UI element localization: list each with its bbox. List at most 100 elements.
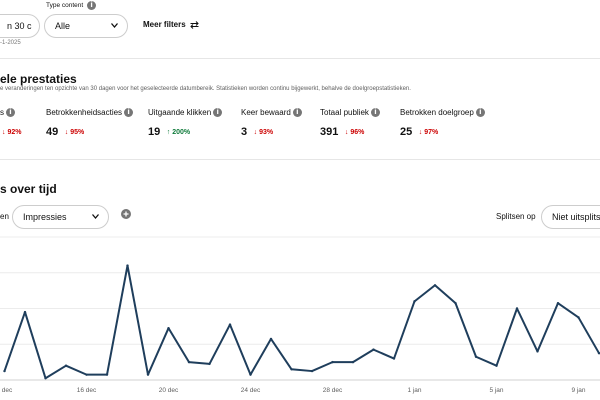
info-icon[interactable]: i xyxy=(124,108,134,118)
data-point[interactable] xyxy=(269,337,273,341)
x-tick-label: dec xyxy=(1,387,13,394)
split-select[interactable]: Niet uitsplitse xyxy=(541,205,600,229)
data-point[interactable] xyxy=(597,351,600,355)
info-icon[interactable]: i xyxy=(6,108,15,118)
plus-icon xyxy=(123,211,129,217)
data-point[interactable] xyxy=(351,360,355,364)
filter-sliders-icon xyxy=(190,21,199,29)
metric-change: 95% xyxy=(70,128,85,136)
data-point[interactable] xyxy=(85,373,88,376)
over-time-title: s over tijd xyxy=(0,182,57,196)
metric-total-audience: Totaal publiek i 391 ↓ 96% xyxy=(320,108,380,141)
metric-value: 49 xyxy=(46,126,59,139)
metric-label: Totaal publiek xyxy=(320,108,369,117)
data-point[interactable] xyxy=(536,350,539,353)
info-icon[interactable]: i xyxy=(370,108,380,118)
date-range-select[interactable]: n 30 c xyxy=(0,14,40,38)
data-point[interactable] xyxy=(228,323,232,326)
metric-value: 3 xyxy=(241,126,248,139)
chevron-down-icon xyxy=(92,214,99,219)
data-point[interactable] xyxy=(392,357,396,360)
data-point[interactable] xyxy=(577,316,580,319)
x-tick-label: 16 dec xyxy=(76,387,97,394)
type-content-label: Type content xyxy=(46,2,84,10)
metric-label: Uitgaande klikken xyxy=(148,108,212,117)
down-arrow-icon: ↓ xyxy=(2,128,6,136)
metric-label: Betrokken doelgroep xyxy=(400,108,474,117)
data-point[interactable] xyxy=(146,373,150,376)
data-point[interactable] xyxy=(413,300,416,303)
data-point[interactable] xyxy=(290,368,293,371)
down-arrow-icon: ↓ xyxy=(344,128,349,136)
data-point[interactable] xyxy=(3,369,6,373)
down-arrow-icon: ↓ xyxy=(64,128,69,136)
metric-label: Keer bewaard xyxy=(241,108,291,117)
more-filters-button[interactable]: Meer filters xyxy=(143,20,199,29)
type-content-select-value: Alle xyxy=(55,21,71,31)
metric-select-value: Impressies xyxy=(23,212,67,222)
metric-change: 200% xyxy=(172,128,191,136)
x-tick-label: 20 dec xyxy=(158,387,179,394)
metric-value: 25 xyxy=(400,126,413,139)
data-point[interactable] xyxy=(495,364,498,367)
x-tick-label: 1 jan xyxy=(407,387,422,394)
data-point[interactable] xyxy=(23,310,27,314)
data-point[interactable] xyxy=(372,348,375,351)
metric-engagement: Betrokkenheidsacties i 49 ↓ 95% xyxy=(46,108,134,141)
type-content-select[interactable]: Alle xyxy=(44,14,128,38)
data-point[interactable] xyxy=(44,377,47,380)
metric-change: 96% xyxy=(350,128,365,136)
down-arrow-icon: ↓ xyxy=(253,128,258,136)
data-point[interactable] xyxy=(249,373,252,376)
info-icon[interactable]: i xyxy=(213,108,223,118)
metric-value: 391 xyxy=(320,126,339,139)
date-range-select-value: n 30 c xyxy=(7,21,32,31)
data-point[interactable] xyxy=(105,373,109,376)
metric-saves: Keer bewaard i 3 ↓ 93% xyxy=(241,108,302,141)
data-point[interactable] xyxy=(515,307,519,310)
divider xyxy=(0,159,600,160)
split-label: Splitsen op xyxy=(496,212,536,221)
x-tick-label: 28 dec xyxy=(322,387,343,394)
x-tick-label: 24 dec xyxy=(240,387,261,394)
up-arrow-icon: ↑ xyxy=(166,128,171,136)
down-arrow-icon: ↓ xyxy=(418,128,423,136)
metric-change: 97% xyxy=(424,128,439,136)
add-metric-button[interactable] xyxy=(121,209,131,219)
overall-performance-subtitle: e veranderingen ten opzichte van 30 dage… xyxy=(0,86,411,92)
data-point[interactable] xyxy=(167,326,170,330)
data-point[interactable] xyxy=(187,360,191,364)
chevron-down-icon xyxy=(111,23,118,28)
metric-engaged-audience: Betrokken doelgroep i 25 ↓ 97% xyxy=(400,108,485,141)
metric-label: Betrokkenheidsacties xyxy=(46,108,123,117)
data-point[interactable] xyxy=(433,284,437,287)
data-point[interactable] xyxy=(474,355,478,358)
metric-value: 19 xyxy=(148,126,161,139)
date-range-text: -1-2025 xyxy=(0,40,21,46)
divider xyxy=(0,58,600,59)
metric-select-prefix: en xyxy=(0,212,9,221)
info-icon[interactable]: i xyxy=(87,1,97,10)
data-point[interactable] xyxy=(454,301,457,305)
metric-change: 93% xyxy=(259,128,274,136)
more-filters-label: Meer filters xyxy=(143,20,186,29)
overall-performance-title: ele prestaties xyxy=(0,72,77,86)
metric-select[interactable]: Impressies xyxy=(12,205,109,229)
data-point[interactable] xyxy=(64,364,68,367)
split-select-value: Niet uitsplitse xyxy=(552,212,600,222)
data-point[interactable] xyxy=(126,264,129,267)
type-content-label-row: Type content i xyxy=(46,1,97,10)
metric-label: s xyxy=(0,108,4,117)
series-line xyxy=(3,264,600,380)
x-tick-label: 9 jan xyxy=(571,387,586,394)
data-point[interactable] xyxy=(556,301,560,305)
metric-change: 92% xyxy=(7,128,22,136)
info-icon[interactable]: i xyxy=(475,108,485,118)
data-point[interactable] xyxy=(331,360,334,364)
data-point[interactable] xyxy=(310,369,314,373)
data-point[interactable] xyxy=(208,362,211,366)
metric-outbound-clicks: Uitgaande klikken i 19 ↑ 200% xyxy=(148,108,223,141)
info-icon[interactable]: i xyxy=(292,108,302,118)
